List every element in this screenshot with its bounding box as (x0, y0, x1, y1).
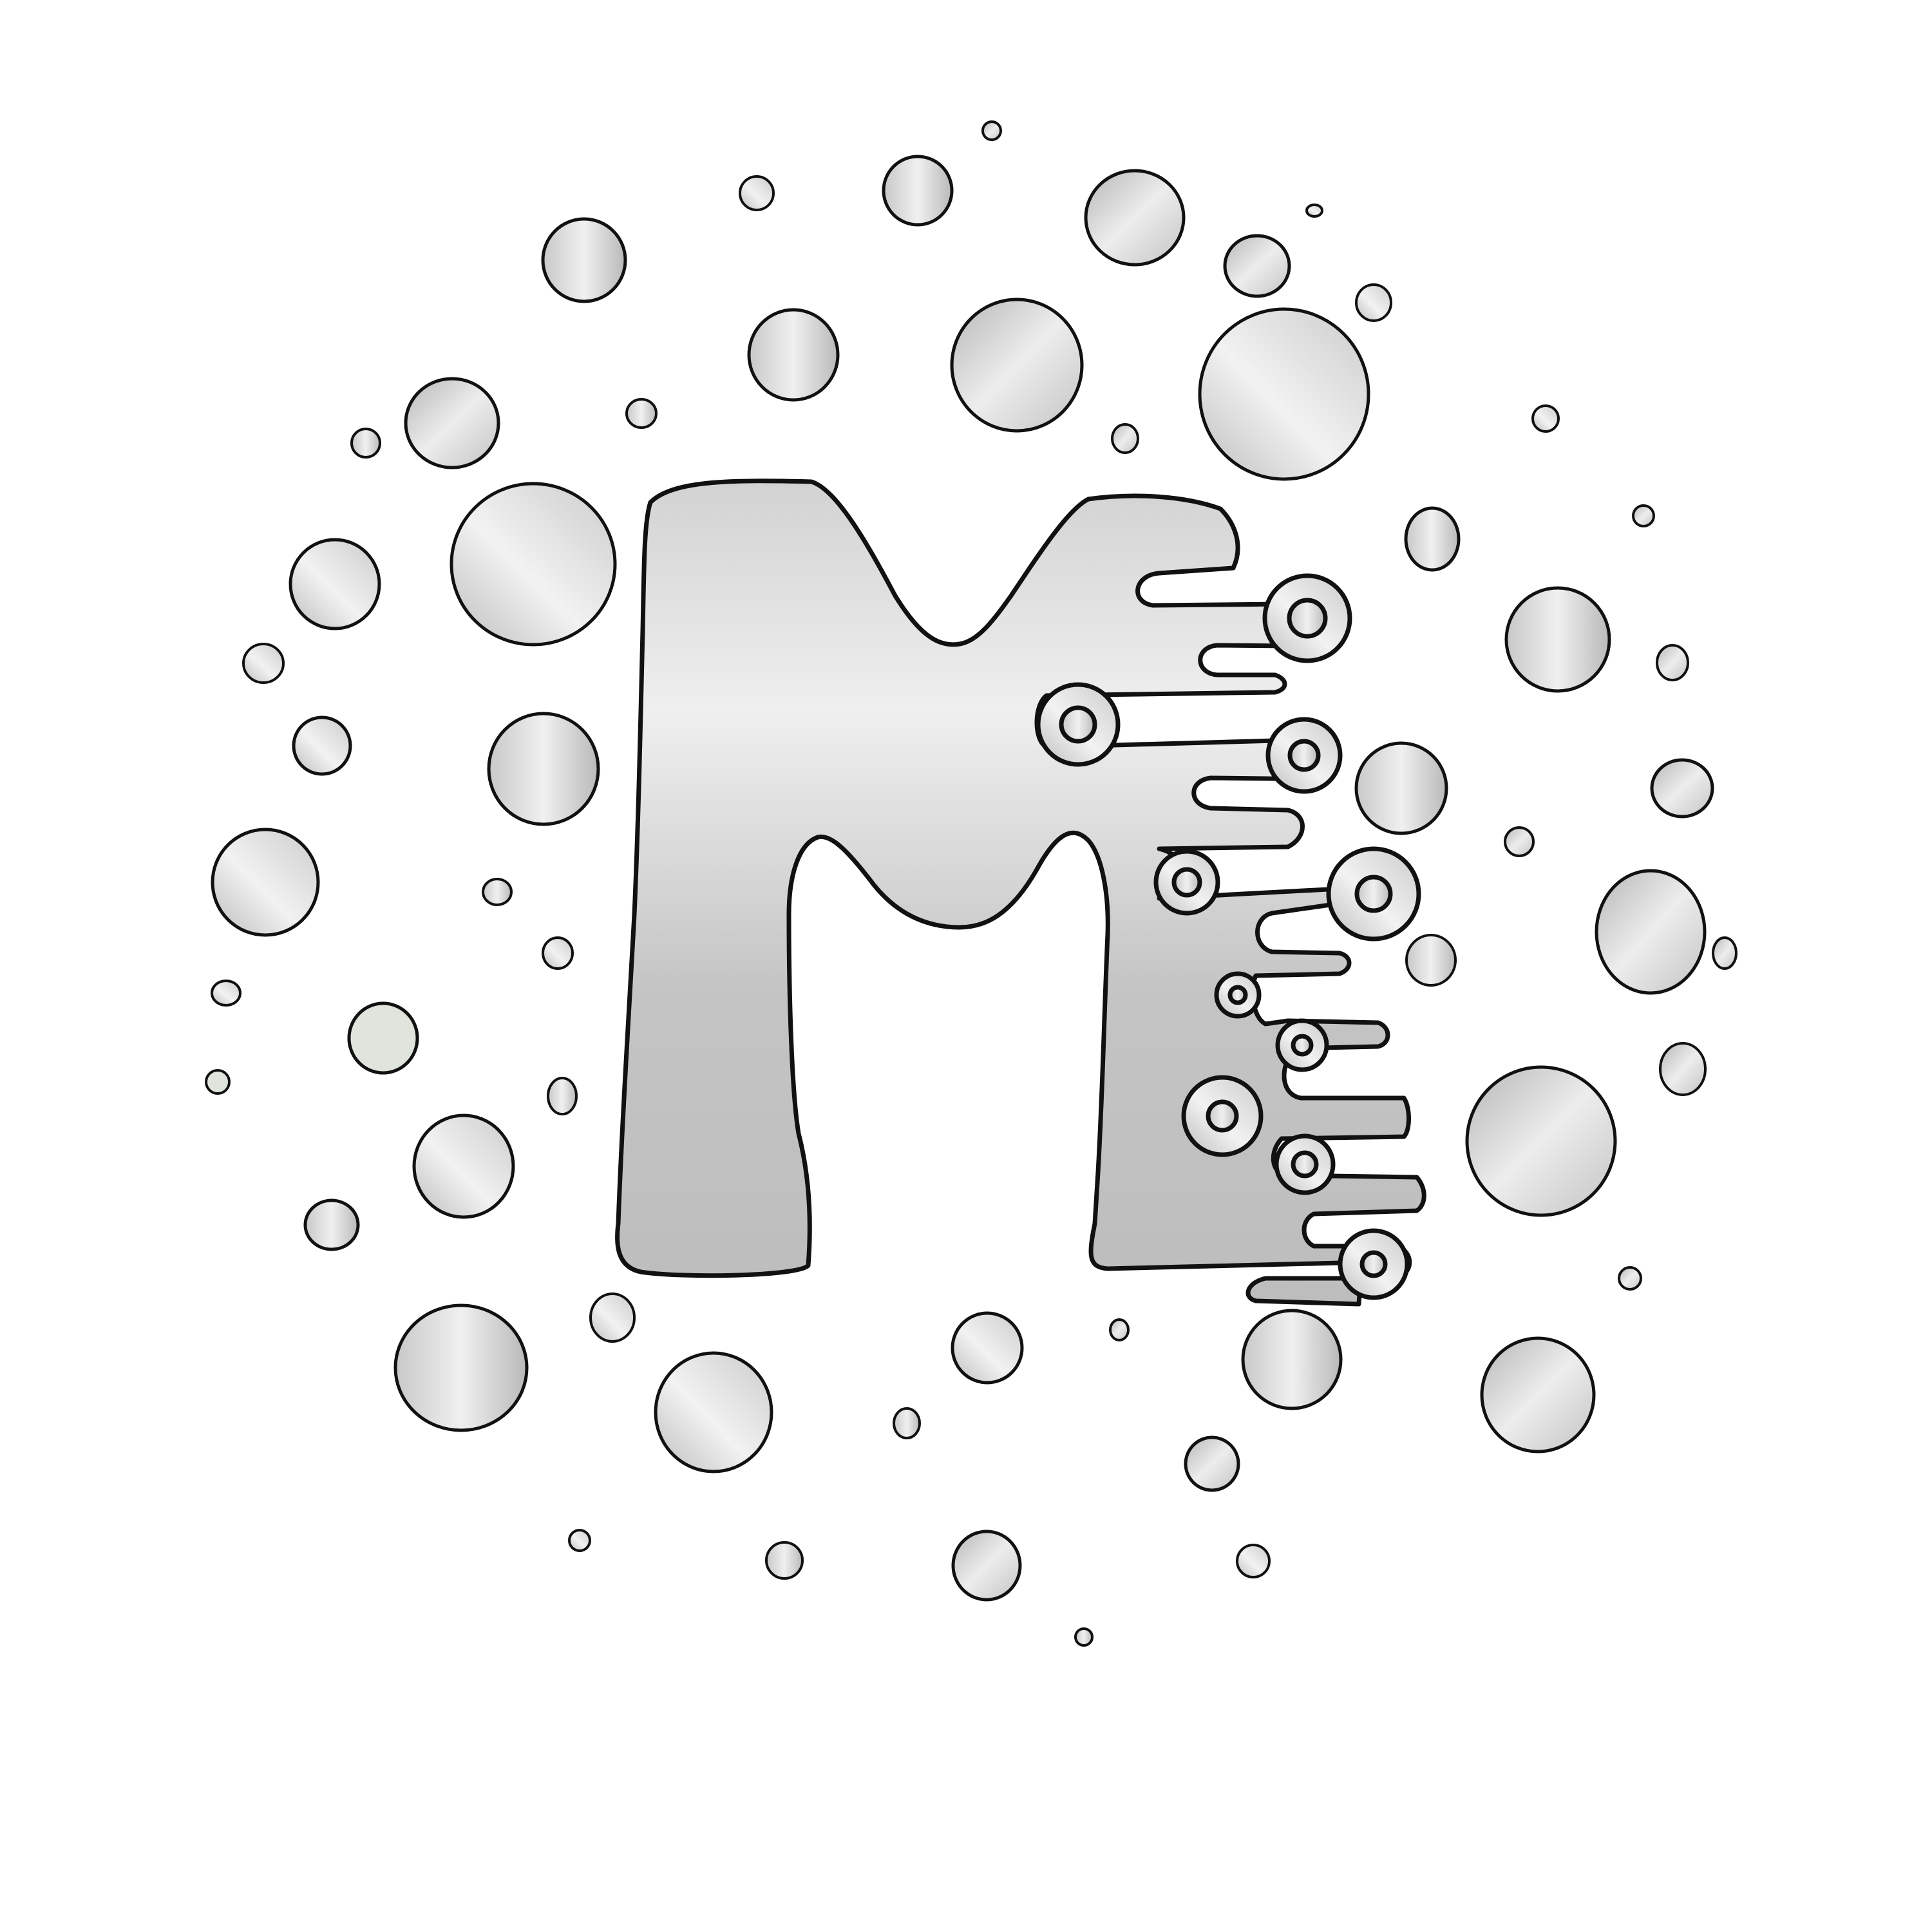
bubble (981, 120, 1002, 141)
bubble (1305, 204, 1323, 218)
bubble (1480, 1336, 1596, 1454)
terminal-hole (1287, 739, 1321, 772)
bubble (1084, 169, 1186, 267)
bubble (1354, 741, 1448, 835)
bubble (654, 1351, 773, 1473)
bubble (1504, 826, 1535, 857)
terminal-hole (1359, 1250, 1388, 1278)
bubble (625, 398, 658, 429)
terminal-hole (1059, 705, 1097, 744)
bubble (950, 298, 1084, 433)
bubble (205, 1069, 231, 1095)
bubble (1236, 1544, 1271, 1578)
bubble (541, 217, 627, 303)
terminal-hole (1227, 985, 1248, 1005)
bubble (1109, 1318, 1130, 1341)
bubble (893, 1407, 921, 1439)
bubble (882, 155, 954, 227)
terminal-hole (1354, 875, 1393, 913)
bubble (1355, 283, 1392, 322)
bubble (951, 1530, 1022, 1602)
bubble (393, 1303, 529, 1432)
bubble (412, 1113, 515, 1219)
bubble (211, 980, 242, 1007)
bubble (1650, 758, 1714, 819)
terminal-hole (1291, 1034, 1314, 1057)
bubble (589, 1293, 636, 1343)
bubble (1595, 869, 1707, 995)
bubble (1618, 1266, 1642, 1291)
bubble (404, 377, 500, 469)
bubble (1198, 307, 1370, 481)
bubble (1465, 1065, 1617, 1217)
bubble (1531, 404, 1560, 433)
bubble-field (205, 120, 1738, 1647)
bubble (951, 1311, 1024, 1385)
bubble (542, 936, 574, 970)
bubble (1404, 506, 1461, 572)
terminal-hole (1291, 1150, 1319, 1179)
bubble (739, 175, 775, 211)
bubble (289, 538, 381, 630)
bubble (292, 715, 352, 776)
bubble (1659, 1042, 1707, 1096)
bubble (1241, 1309, 1343, 1410)
bubble (1405, 934, 1457, 987)
bubble-pale-green (347, 1001, 419, 1075)
bubble (303, 1198, 360, 1251)
bubble (1184, 1435, 1240, 1492)
bubble (450, 482, 617, 647)
bubble (747, 308, 840, 402)
bubble (765, 1541, 804, 1580)
bubble (242, 643, 285, 684)
bubble (350, 428, 381, 459)
terminal-hole (1206, 1099, 1239, 1133)
circuit-terminals (1036, 573, 1421, 1300)
bubble (1712, 936, 1738, 970)
bubble (1111, 423, 1139, 454)
bubble (547, 1077, 578, 1115)
terminal-hole (1171, 867, 1202, 898)
bubble (1632, 504, 1655, 527)
bubble (1223, 234, 1291, 298)
bubble (568, 1529, 591, 1552)
bubble (1074, 1627, 1094, 1647)
bubble (1656, 644, 1689, 681)
bubble (211, 828, 320, 937)
letter-m (615, 478, 1426, 1307)
bubble (487, 712, 600, 826)
bubble (482, 878, 513, 906)
terminal-hole (1287, 598, 1328, 639)
bubble (1504, 586, 1611, 693)
